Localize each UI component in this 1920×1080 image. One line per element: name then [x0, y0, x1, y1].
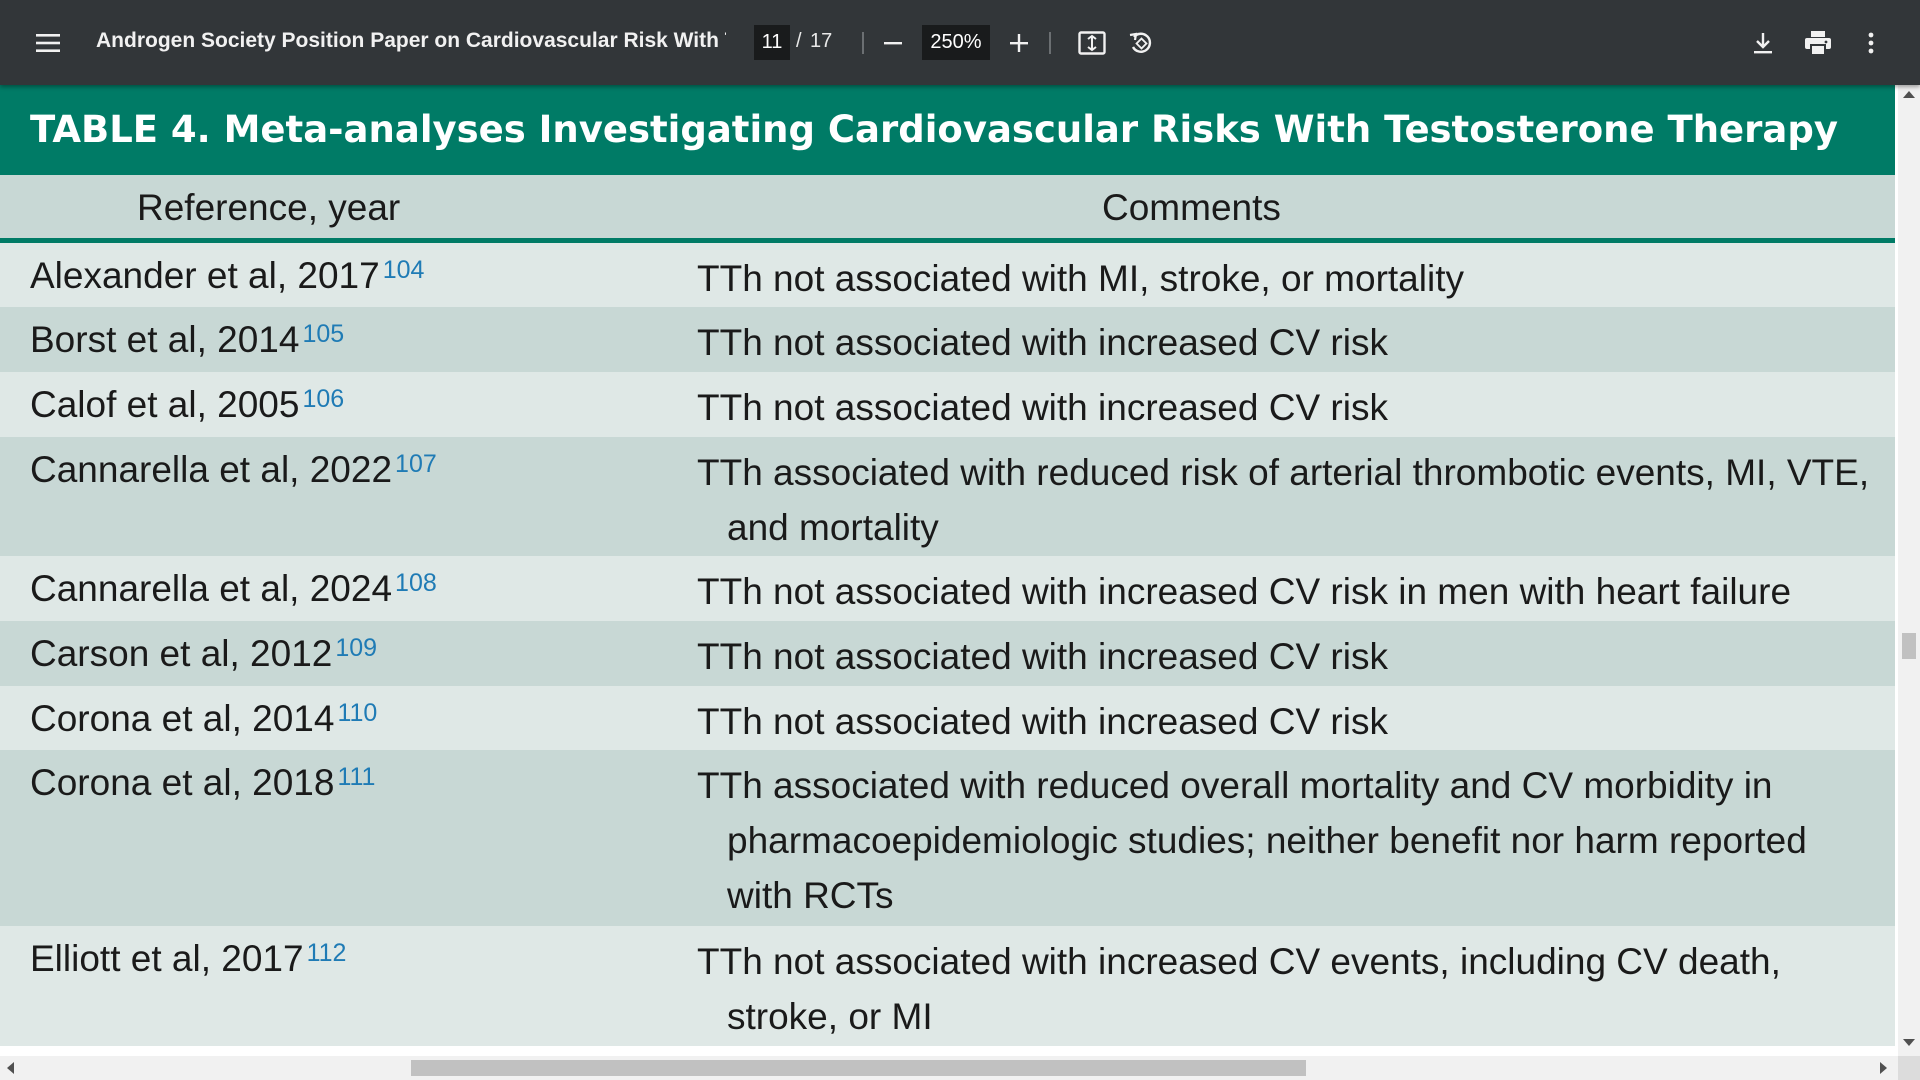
zoom-level-input[interactable]: 250%	[922, 25, 990, 60]
column-header-comments: Comments	[1102, 187, 1281, 228]
minus-icon	[884, 42, 902, 45]
document-title: Androgen Society Position Paper on Cardi…	[96, 29, 726, 52]
comment-cell: TTh not associated with increased CV ris…	[697, 322, 1388, 363]
table-row: Corona et al, 2014 110 TTh not associated…	[0, 686, 1895, 750]
table-body: Alexander et al, 2017 104 TTh not associa…	[0, 243, 1895, 1046]
zoom-out-button[interactable]	[872, 22, 914, 64]
comment-cell: TTh not associated with increased CV ris…	[697, 636, 1388, 677]
citation-link[interactable]: 112	[306, 939, 347, 967]
comment-cell: TTh not associated with MI, stroke, or m…	[697, 258, 1464, 299]
vertical-scroll-thumb[interactable]	[1902, 633, 1916, 659]
print-button[interactable]	[1797, 22, 1839, 64]
table-row: Carson et al, 2012 109 TTh not associated…	[0, 621, 1895, 686]
citation-link[interactable]: 111	[337, 763, 376, 791]
table-row: Calof et al, 2005 106 TTh not associated …	[0, 372, 1895, 437]
reference-cell: Corona et al, 2014 110	[30, 698, 378, 739]
rotate-counterclockwise-icon	[1129, 32, 1152, 53]
scroll-down-arrow-icon[interactable]	[1903, 1039, 1915, 1046]
scrollbar-corner	[1898, 1056, 1920, 1080]
comment-cell: TTh not associated with increased CV ris…	[697, 701, 1388, 742]
vertical-scrollbar[interactable]	[1898, 85, 1920, 1056]
plus-icon	[1010, 34, 1028, 52]
scroll-right-arrow-icon[interactable]	[1880, 1062, 1887, 1074]
reference-cell: Carson et al, 2012 109	[30, 633, 378, 674]
reference-cell: Cannarella et al, 2022 107	[30, 449, 437, 490]
reference-cell: Calof et al, 2005 106	[30, 384, 345, 425]
table-row: Borst et al, 2014 105 TTh not associated …	[0, 307, 1895, 372]
table-row: Elliott et al, 2017 112 TTh not associate…	[0, 926, 1895, 1046]
reference-cell: Alexander et al, 2017 104	[30, 255, 425, 296]
pdf-toolbar: Androgen Society Position Paper on Cardi…	[0, 0, 1920, 85]
more-vertical-icon	[1868, 32, 1874, 54]
horizontal-scrollbar[interactable]	[0, 1056, 1898, 1080]
table-row: Cannarella et al, 2024 108 TTh not associ…	[0, 556, 1895, 621]
reference-cell: Cannarella et al, 2024 108	[30, 568, 437, 609]
citation-link[interactable]: 104	[382, 256, 425, 284]
fit-to-page-icon	[1078, 31, 1106, 55]
header-divider	[0, 238, 1895, 243]
reference-cell: Corona et al, 2018 111	[30, 762, 376, 803]
comment-cell: TTh associated with reduced overall mort…	[697, 765, 1807, 916]
fit-to-page-button[interactable]	[1071, 22, 1113, 64]
page-number-input[interactable]: 11	[754, 25, 790, 60]
table-header-row: Reference, year Comments	[0, 175, 1895, 241]
citation-link[interactable]: 110	[337, 699, 378, 727]
citation-link[interactable]: 106	[302, 385, 345, 413]
comment-cell: TTh not associated with increased CV ris…	[697, 571, 1792, 612]
table-row: Cannarella et al, 2022 107 TTh associated…	[0, 437, 1895, 556]
print-icon	[1805, 31, 1831, 56]
citation-link[interactable]: 107	[395, 450, 437, 478]
horizontal-scroll-thumb[interactable]	[411, 1060, 1306, 1076]
document-viewport[interactable]: TABLE 4. Meta-analyses Investigating Car…	[0, 85, 1898, 1056]
table-row: Alexander et al, 2017 104 TTh not associa…	[0, 243, 1895, 307]
scroll-left-arrow-icon[interactable]	[7, 1062, 14, 1074]
toolbar-divider	[862, 32, 864, 54]
menu-button[interactable]	[27, 22, 69, 64]
page-separator: /	[796, 30, 802, 52]
reference-cell: Borst et al, 2014 105	[30, 319, 345, 360]
citation-link[interactable]: 108	[395, 569, 437, 597]
comment-cell: TTh not associated with increased CV eve…	[697, 941, 1781, 1037]
toolbar-divider	[1049, 32, 1051, 54]
table-title: TABLE 4. Meta-analyses Investigating Car…	[0, 85, 1895, 175]
comment-cell: TTh not associated with increased CV ris…	[697, 387, 1388, 428]
citation-link[interactable]: 109	[335, 634, 378, 662]
page-total: 17	[810, 30, 833, 52]
scroll-up-arrow-icon[interactable]	[1903, 91, 1915, 98]
more-actions-button[interactable]	[1850, 22, 1892, 64]
comment-cell: TTh associated with reduced risk of arte…	[697, 452, 1870, 548]
rotate-button[interactable]	[1120, 22, 1162, 64]
download-icon	[1754, 33, 1772, 54]
citation-link[interactable]: 105	[302, 320, 345, 348]
download-button[interactable]	[1742, 22, 1784, 64]
hamburger-menu-icon	[36, 34, 60, 52]
zoom-in-button[interactable]	[998, 22, 1040, 64]
reference-cell: Elliott et al, 2017 112	[30, 938, 347, 979]
column-header-reference: Reference, year	[137, 187, 401, 228]
table-row: Corona et al, 2018 111 TTh associated wit…	[0, 750, 1895, 926]
